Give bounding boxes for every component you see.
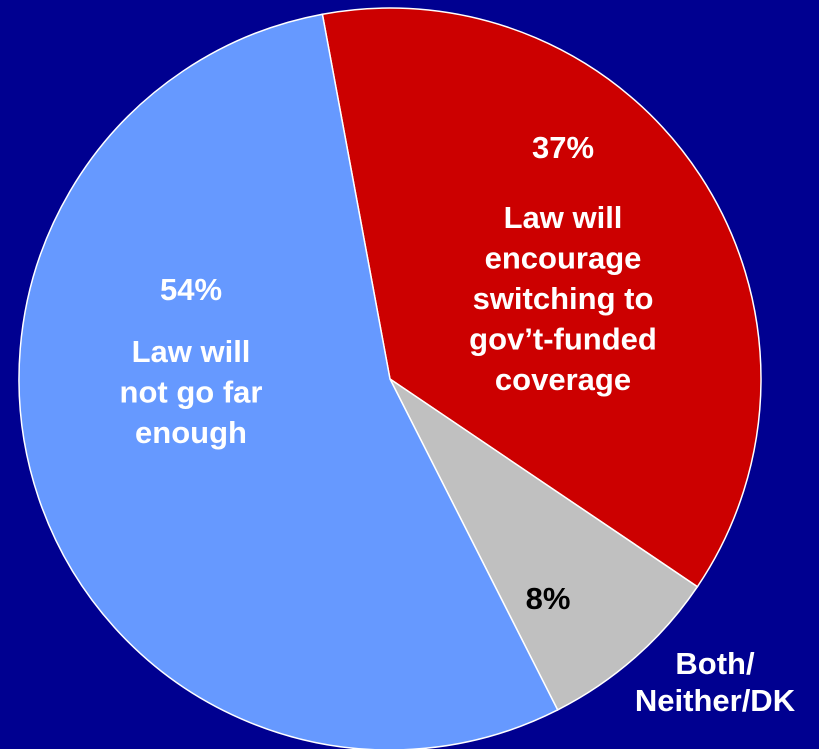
- slice-category-label-switching: Law will encourage switching to gov’t-funde…: [469, 200, 657, 397]
- pie-slice-both-neither-dk: [388, 376, 699, 711]
- slice-value-label-not-far-enough: 54%: [160, 272, 222, 307]
- slice-category-label-both-neither-dk: Both/Neither/DK: [635, 646, 796, 718]
- slice-category-label-not-far-enough: Law will not go far enough: [120, 334, 263, 450]
- pie-slice-not-far-enough: [18, 13, 559, 749]
- pie-slice-switching: [321, 7, 762, 588]
- slice-value-label-switching: 37%: [532, 130, 594, 165]
- slice-value-label-both-neither-dk: 8%: [526, 581, 571, 616]
